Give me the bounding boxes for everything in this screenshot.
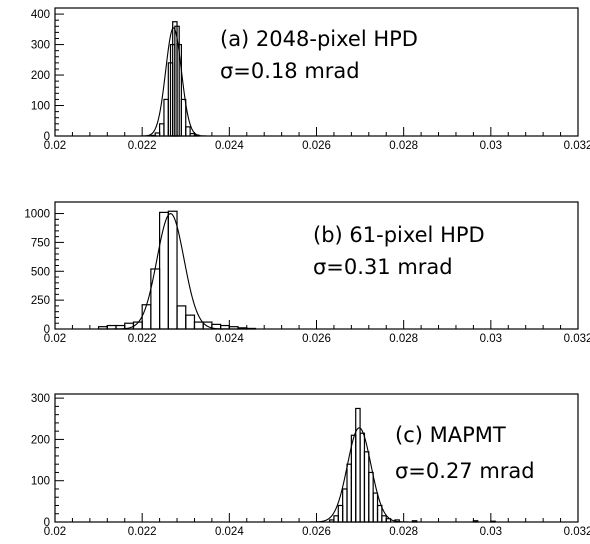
panel-a-frame bbox=[54, 7, 579, 137]
panel-c-x-tick-labels: 0.02 0.022 0.024 0.026 0.028 0.03 0.032 bbox=[44, 526, 590, 538]
panel-b-x-tick-label: 0.03 bbox=[480, 333, 502, 345]
panel-a-histogram-bin bbox=[180, 98, 187, 137]
panel-b-y-tick-label: 750 bbox=[31, 237, 50, 249]
panel-b-x-tick-label: 0.022 bbox=[128, 333, 157, 345]
panel-c-y-tick-label: 200 bbox=[31, 434, 50, 446]
panel-c-x-tick-label: 0.026 bbox=[302, 526, 331, 538]
panel-c-x-tick-label: 0.028 bbox=[389, 526, 418, 538]
panel-b-y-tick-label: 500 bbox=[31, 266, 50, 278]
panel-a-x-tick-label: 0.026 bbox=[302, 140, 331, 152]
panel-a-y-tick-label: 200 bbox=[31, 70, 50, 82]
panel-a-x-tick-label: 0.022 bbox=[128, 140, 157, 152]
panel-c-y-tick-label: 300 bbox=[31, 393, 50, 405]
panel-b-x-tick-label: 0.026 bbox=[302, 333, 331, 345]
panel-a-y-tick-label: 400 bbox=[31, 9, 50, 21]
panel-b-y-tick-labels: 0 250 500 750 1000 bbox=[24, 209, 50, 336]
panel-c-x-tick-label: 0.032 bbox=[564, 526, 590, 538]
panel-c-histogram-bin bbox=[368, 471, 374, 523]
panel-b-histogram-bin bbox=[150, 268, 161, 330]
panel-a-title: (a) 2048-pixel HPD bbox=[220, 27, 418, 51]
panel-c-histogram-bin bbox=[363, 451, 370, 523]
panel-a-x-tick-label: 0.024 bbox=[215, 140, 244, 152]
panel-b-gaussian-fit bbox=[109, 212, 232, 330]
panel-a-sigma: σ=0.18 mrad bbox=[220, 59, 360, 83]
panel-c-histogram-bin bbox=[350, 434, 357, 523]
panel-c-histogram-bin bbox=[342, 488, 348, 523]
panel-c-histogram-bin bbox=[381, 515, 387, 523]
panel-c-x-tick-label: 0.02 bbox=[44, 526, 66, 538]
panel-a-x-tick-labels: 0.02 0.022 0.024 0.026 0.028 0.03 0.032 bbox=[44, 140, 590, 152]
panel-b-histogram bbox=[97, 210, 257, 330]
panel-a-y-tick-label: 0 bbox=[44, 131, 50, 143]
panel-a-histogram-bin bbox=[163, 98, 169, 137]
panel-b-histogram-bin bbox=[167, 210, 178, 330]
panel-b-histogram-bin bbox=[176, 305, 187, 330]
panel-b-y-tick-label: 250 bbox=[31, 295, 50, 307]
panel-c-x-tick-label: 0.03 bbox=[480, 526, 502, 538]
panel-b-title: (b) 61-pixel HPD bbox=[313, 223, 485, 247]
panel-a-x-tick-label: 0.028 bbox=[389, 140, 418, 152]
panel-c-x-tick-label: 0.022 bbox=[128, 526, 157, 538]
panel-c-gaussian-fit bbox=[306, 427, 413, 523]
panel-b-histogram-bin bbox=[193, 321, 204, 330]
panel-c-histogram-bin bbox=[376, 504, 383, 523]
panel-c-histogram-bin bbox=[337, 504, 344, 523]
panel-b-histogram-bin bbox=[141, 304, 152, 330]
panel-b-histogram-bin bbox=[185, 314, 196, 330]
panel-c-y-tick-label: 100 bbox=[31, 476, 50, 488]
panel-b-y-tick-label: 1000 bbox=[24, 209, 50, 221]
panel-b-x-tick-label: 0.02 bbox=[44, 333, 66, 345]
panel-c-x-tick-label: 0.024 bbox=[215, 526, 244, 538]
panel-b-x-tick-label: 0.024 bbox=[215, 333, 244, 345]
panel-b-sigma: σ=0.31 mrad bbox=[313, 255, 453, 279]
panel-a-x-tick-label: 0.032 bbox=[564, 140, 590, 152]
panel-c-histogram-bin bbox=[359, 432, 366, 523]
panel-b-x-tick-label: 0.032 bbox=[564, 333, 590, 345]
panel-b-frame bbox=[54, 201, 579, 330]
panel-a-x-tick-label: 0.03 bbox=[480, 140, 502, 152]
panel-a-histogram-bin bbox=[185, 126, 191, 137]
panel-a-x-tick-label: 0.02 bbox=[44, 140, 66, 152]
panel-c-y-tick-labels: 0 100 200 300 bbox=[31, 393, 50, 529]
panel-c-histogram-bin bbox=[355, 407, 361, 523]
panel-c-title: (c) MAPMT bbox=[395, 423, 506, 447]
panel-c-histogram-bin bbox=[372, 492, 379, 523]
panel-b-y-tick-label: 0 bbox=[44, 324, 50, 336]
panel-a-y-tick-label: 300 bbox=[31, 40, 50, 52]
panel-c-histogram-bin bbox=[346, 463, 352, 523]
panel-a-y-tick-labels: 0 100 200 300 400 bbox=[31, 9, 50, 143]
panel-a-histogram-bin bbox=[159, 123, 165, 137]
panel-c-sigma: σ=0.27 mrad bbox=[395, 459, 535, 483]
panel-b-x-tick-label: 0.028 bbox=[389, 333, 418, 345]
panel-a-gaussian-fit bbox=[138, 27, 209, 137]
panel-c-y-tick-label: 0 bbox=[44, 517, 50, 529]
panel-b-histogram-bin bbox=[159, 211, 169, 330]
panel-a-y-tick-label: 100 bbox=[31, 101, 50, 113]
panel-c-histogram-bin bbox=[333, 515, 339, 523]
panel-b-x-tick-labels: 0.02 0.022 0.024 0.026 0.028 0.03 0.032 bbox=[44, 333, 590, 345]
panel-c-frame bbox=[54, 393, 579, 523]
